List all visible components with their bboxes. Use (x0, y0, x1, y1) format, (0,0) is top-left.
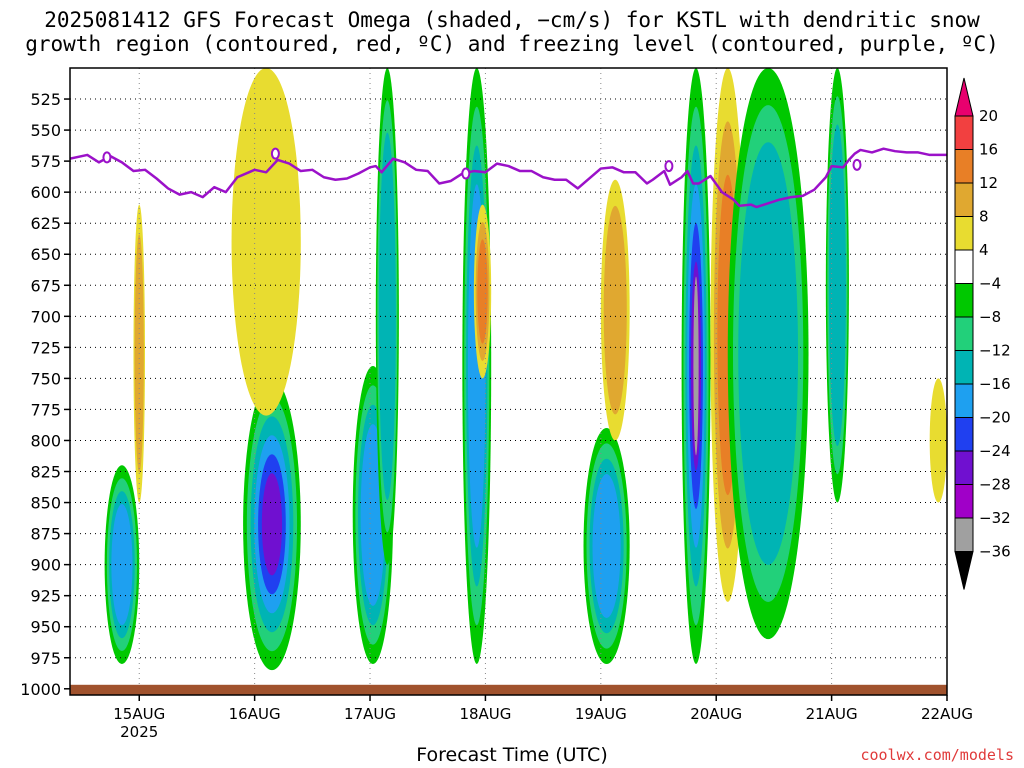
colorbar-tick-label: −28 (979, 476, 1011, 494)
colorbar-tick-label: −12 (979, 342, 1011, 360)
colorbar-bin (954, 517, 974, 552)
colorbar-bin (954, 149, 974, 184)
colorbar-tick-label: 8 (979, 208, 989, 226)
contour-label-marker (852, 158, 862, 171)
omega-cell (378, 132, 396, 501)
colorbar-bin (954, 417, 974, 452)
omega-cell (592, 474, 621, 618)
omega-cell (111, 504, 133, 626)
contour-label-marker (461, 167, 471, 180)
colorbar-bin (954, 350, 974, 385)
x-tick-label: 19AUG (575, 705, 627, 723)
x-tick-label: 21AUG (806, 705, 858, 723)
omega-cell (929, 378, 947, 503)
colorbar-bin (954, 216, 974, 251)
omega-cell (477, 239, 488, 344)
colorbar-tick-label: 16 (979, 141, 998, 159)
x-tick-label: 18AUG (459, 705, 511, 723)
colorbar-tick-label: −16 (979, 375, 1011, 393)
x-tick-label: 17AUG (344, 705, 396, 723)
colorbar-top-triangle (954, 77, 974, 117)
plot-frame (69, 67, 948, 696)
chart-title-line-1: 2025081412 GFS Forecast Omega (shaded, −… (44, 8, 980, 32)
colorbar-tick-label: 12 (979, 174, 998, 192)
y-tick-label: 525 (30, 90, 61, 109)
omega-cell (261, 473, 283, 576)
y-tick-label: 875 (30, 525, 61, 544)
colorbar-tick-label: −24 (979, 442, 1011, 460)
contour-label-marker (270, 147, 280, 160)
y-tick-label: 550 (30, 121, 61, 140)
y-tick-label: 625 (30, 214, 61, 233)
x-tick-label: 20AUG (690, 705, 742, 723)
contour-label-marker (102, 151, 112, 164)
colorbar-tick-label: 20 (979, 107, 998, 125)
omega-shading (104, 68, 947, 671)
colorbar-tick-label: −20 (979, 409, 1011, 427)
chart-title-line-2: growth region (contoured, red, ºC) and f… (25, 32, 999, 56)
x-tick-label: 22AUG (921, 705, 973, 723)
source-credit: coolwx.com/models (860, 746, 1014, 764)
colorbar-tick-label: 4 (979, 241, 989, 259)
omega-cell (231, 68, 301, 416)
y-tick-label: 750 (30, 369, 61, 388)
y-tick-label: 950 (30, 618, 61, 637)
omega-cell (603, 205, 627, 415)
colorbar-tick-label: −36 (979, 543, 1011, 561)
x-tick-label: 15AUG (113, 705, 165, 723)
grid (70, 68, 948, 695)
x-axis-label: Forecast Time (UTC) (416, 744, 608, 766)
colorbar-bin (954, 383, 974, 418)
y-tick-label: 975 (30, 649, 61, 668)
y-tick-label: 850 (30, 494, 61, 513)
colorbar-bin (954, 182, 974, 217)
y-tick-label: 650 (30, 245, 61, 264)
y-tick-label: 925 (30, 587, 61, 606)
colorbar-tick-label: −4 (979, 275, 1001, 293)
contour-label-marker (664, 160, 674, 173)
y-tick-label: 900 (30, 556, 61, 575)
y-tick-label: 775 (30, 400, 61, 419)
y-tick-label: 725 (30, 338, 61, 357)
y-tick-label: 600 (30, 183, 61, 202)
colorbar-tick-label: −8 (979, 308, 1001, 326)
x-tick-label: 16AUG (229, 705, 281, 723)
colorbar-legend: 20 16 12 8 4 −4 −8 −12 −16 −20 −24 −28 −32 −36 (954, 77, 1011, 590)
colorbar-bin (954, 484, 974, 519)
y-tick-label: 675 (30, 276, 61, 295)
colorbar-tick-label: −32 (979, 509, 1011, 527)
y-axis: 525 550 575 600 625 650 675 700 725 750 775 800 825 8… (20, 90, 70, 699)
y-tick-label: 700 (30, 307, 61, 326)
freezing-level-line (70, 147, 947, 209)
omega-cell (738, 142, 799, 565)
colorbar-bin (954, 249, 974, 284)
colorbar-bin (954, 450, 974, 485)
ground-strip (70, 684, 947, 695)
x-tick-sublabel: 2025 (120, 723, 158, 741)
colorbar-bin (954, 316, 974, 351)
freezing-level-series (70, 147, 947, 209)
y-tick-label: 800 (30, 431, 61, 450)
y-tick-label: 575 (30, 152, 61, 171)
y-tick-label: 825 (30, 463, 61, 482)
omega-cell (693, 276, 699, 456)
colorbar-bottom-triangle (954, 551, 974, 590)
colorbar-bin (954, 115, 974, 150)
y-tick-label: 1000 (20, 680, 61, 699)
colorbar-bin (954, 283, 974, 318)
omega-cell (828, 124, 846, 447)
ground-rect (70, 684, 947, 695)
